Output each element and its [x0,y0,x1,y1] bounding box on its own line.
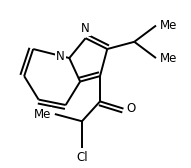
Text: Me: Me [160,19,177,32]
Text: Me: Me [160,52,177,65]
Text: O: O [127,102,136,115]
Text: Me: Me [34,108,51,121]
Text: N: N [81,23,90,35]
Text: N: N [56,50,65,63]
Text: Cl: Cl [76,151,88,164]
